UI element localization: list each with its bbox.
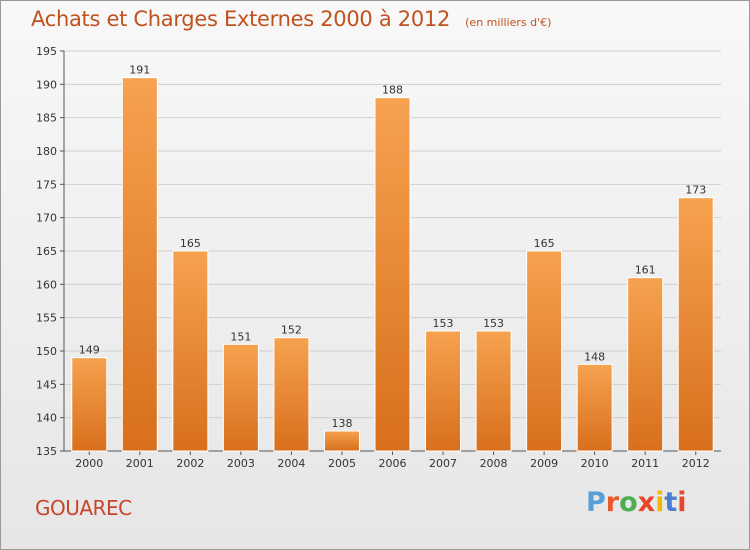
bar-2012 xyxy=(677,197,714,452)
bar-2009 xyxy=(526,250,563,452)
x-tick-label-2003: 2003 xyxy=(227,457,255,470)
chart-subtitle: (en milliers d'€) xyxy=(465,16,552,29)
bar-2003 xyxy=(222,343,259,452)
x-tick-labels: 2000 2001 2002 2003 2004 2005 2006 2007 2008 2009… xyxy=(75,457,709,470)
y-tick-label: 195 xyxy=(36,45,57,58)
data-label-2011: 161 xyxy=(635,264,656,277)
x-tick-label-2009: 2009 xyxy=(530,457,558,470)
y-tick-labels: 135 140 145 150 155 160 165 170 175 180 185 190 195 xyxy=(36,45,57,458)
y-tick-label: 180 xyxy=(36,145,57,158)
data-label-2003: 151 xyxy=(230,330,251,343)
x-tick-label-2005: 2005 xyxy=(328,457,356,470)
data-label-2008: 153 xyxy=(483,317,504,330)
y-tick-label: 135 xyxy=(36,445,57,458)
y-tick-label: 155 xyxy=(36,312,57,325)
bars xyxy=(71,77,714,452)
title-row: Achats et Charges Externes 2000 à 2012 (… xyxy=(31,7,551,31)
data-label-2005: 138 xyxy=(331,417,352,430)
y-tick-label: 190 xyxy=(36,78,57,91)
x-tick-label-2007: 2007 xyxy=(429,457,457,470)
y-tick-label: 165 xyxy=(36,245,57,258)
logo-letter: x xyxy=(637,487,656,518)
x-tick-label-2004: 2004 xyxy=(277,457,305,470)
logo-letter: r xyxy=(605,487,620,518)
y-tick-label: 175 xyxy=(36,178,57,191)
x-tick-label-2012: 2012 xyxy=(682,457,710,470)
x-tick-label-2006: 2006 xyxy=(379,457,407,470)
data-label-2000: 149 xyxy=(79,344,100,357)
bar-2004 xyxy=(273,337,310,452)
bar-2010 xyxy=(576,363,613,452)
data-labels: 149 191 165 151 152 138 188 153 153 165 148 161 173 xyxy=(79,64,706,430)
data-label-2004: 152 xyxy=(281,324,302,337)
data-label-2001: 191 xyxy=(129,64,150,77)
bar-2001 xyxy=(121,77,158,452)
data-label-2010: 148 xyxy=(584,350,605,363)
data-label-2006: 188 xyxy=(382,84,403,97)
logo-letter: o xyxy=(619,487,638,518)
proxiti-logo[interactable]: Proxiti xyxy=(586,487,687,518)
logo-letter: i xyxy=(655,487,665,518)
logo-letter: P xyxy=(586,487,606,518)
y-tick-label: 150 xyxy=(36,345,57,358)
x-tick-label-2000: 2000 xyxy=(75,457,103,470)
y-tick-label: 185 xyxy=(36,112,57,125)
data-label-2002: 165 xyxy=(180,237,201,250)
x-tick-label-2001: 2001 xyxy=(126,457,154,470)
y-tick-label: 170 xyxy=(36,212,57,225)
y-tick-label: 140 xyxy=(36,412,57,425)
x-tick-label-2010: 2010 xyxy=(581,457,609,470)
data-label-2012: 173 xyxy=(685,184,706,197)
bar-2005 xyxy=(323,430,360,452)
x-tick-label-2002: 2002 xyxy=(176,457,204,470)
bar-2007 xyxy=(425,330,462,452)
commune-name: GOUAREC xyxy=(35,496,132,520)
bar-2006 xyxy=(374,97,411,452)
bar-2008 xyxy=(475,330,512,452)
y-tick-label: 160 xyxy=(36,278,57,291)
bar-2002 xyxy=(172,250,209,452)
bar-2011 xyxy=(627,277,664,452)
bar-2000 xyxy=(71,357,108,452)
chart-title: Achats et Charges Externes 2000 à 2012 xyxy=(31,7,451,31)
x-tick-label-2011: 2011 xyxy=(631,457,659,470)
logo-letter: t xyxy=(664,487,678,518)
y-tick-label: 145 xyxy=(36,378,57,391)
data-label-2007: 153 xyxy=(433,317,454,330)
x-tick-label-2008: 2008 xyxy=(480,457,508,470)
logo-letter: i xyxy=(677,487,687,518)
data-label-2009: 165 xyxy=(534,237,555,250)
